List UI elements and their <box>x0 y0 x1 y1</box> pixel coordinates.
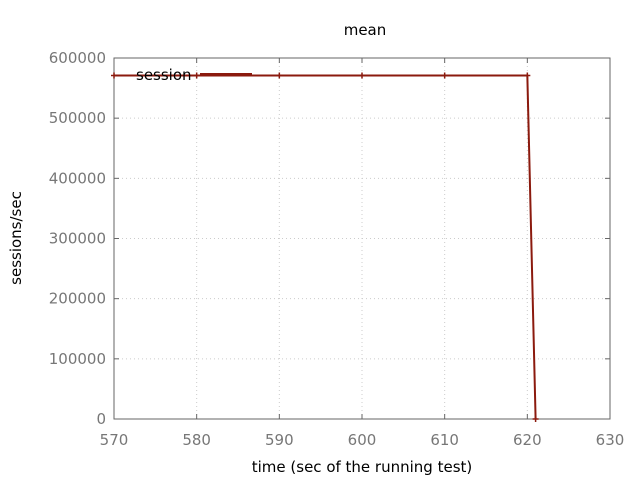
legend-label-session: session <box>136 66 192 84</box>
data-point <box>441 72 448 79</box>
y-tick-label: 600000 <box>49 49 106 67</box>
data-point <box>193 72 200 79</box>
y-tick-label: 100000 <box>49 350 106 368</box>
y-tick-label: 400000 <box>49 169 106 187</box>
x-tick-label: 600 <box>348 431 377 449</box>
x-tick-label: 580 <box>182 431 211 449</box>
y-tick-label: 0 <box>96 410 106 428</box>
x-tick-label: 610 <box>430 431 459 449</box>
x-tick-label: 630 <box>596 431 625 449</box>
x-axis-title: time (sec of the running test) <box>252 458 473 476</box>
series-line-session <box>114 74 537 420</box>
y-tick-label: 500000 <box>49 109 106 127</box>
axis-ticks: 570 580 590 600 610 620 630 0 100000 200000 300000… <box>49 49 625 449</box>
y-tick-label: 300000 <box>49 230 106 248</box>
legend: session <box>136 66 252 84</box>
grid <box>114 58 610 419</box>
chart-title: mean <box>344 21 387 39</box>
data-point <box>111 72 117 79</box>
data-point <box>524 72 531 79</box>
y-axis-title: sessions/sec <box>7 191 25 285</box>
data-point <box>359 72 365 79</box>
y-tick-label: 200000 <box>49 290 106 308</box>
x-tick-label: 570 <box>100 431 129 449</box>
x-tick-label: 620 <box>513 431 542 449</box>
data-point <box>276 72 283 79</box>
x-tick-label: 590 <box>265 431 294 449</box>
series-layer <box>111 72 539 422</box>
data-point <box>532 416 539 422</box>
